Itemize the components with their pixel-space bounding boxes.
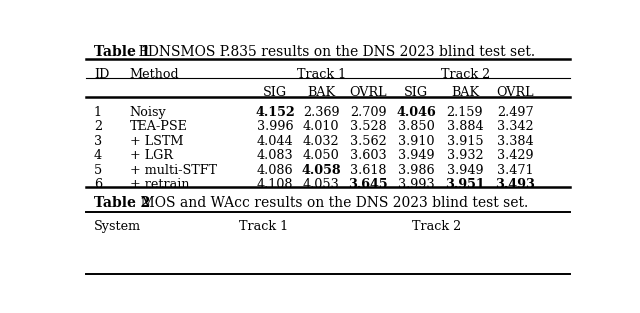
Text: System: System: [94, 220, 141, 233]
Text: Track 1: Track 1: [239, 220, 288, 233]
Text: 4.010: 4.010: [303, 120, 339, 133]
Text: 5: 5: [94, 164, 102, 177]
Text: 2: 2: [94, 120, 102, 133]
Text: BAK: BAK: [307, 86, 335, 99]
Text: Track 1: Track 1: [297, 68, 346, 81]
Text: 4.053: 4.053: [303, 178, 339, 191]
Text: . PDNSMOS P.835 results on the DNS 2023 blind test set.: . PDNSMOS P.835 results on the DNS 2023 …: [130, 45, 535, 59]
Text: 4.152: 4.152: [255, 106, 295, 119]
Text: Noisy: Noisy: [129, 106, 166, 119]
Text: 3.915: 3.915: [447, 135, 483, 148]
Text: 2.497: 2.497: [497, 106, 534, 119]
Text: BAK: BAK: [451, 86, 479, 99]
Text: 3.850: 3.850: [398, 120, 435, 133]
Text: 4.083: 4.083: [257, 149, 293, 162]
Text: Table 1: Table 1: [94, 45, 150, 59]
Text: 4.050: 4.050: [303, 149, 339, 162]
Text: 3.986: 3.986: [398, 164, 435, 177]
Text: 1: 1: [94, 106, 102, 119]
Text: SIG: SIG: [263, 86, 287, 99]
Text: OVRL: OVRL: [349, 86, 387, 99]
Text: 3.342: 3.342: [497, 120, 534, 133]
Text: 3.996: 3.996: [257, 120, 293, 133]
Text: 4: 4: [94, 149, 102, 162]
Text: 4.032: 4.032: [303, 135, 339, 148]
Text: 3.949: 3.949: [447, 164, 483, 177]
Text: 3.910: 3.910: [398, 135, 435, 148]
Text: + multi-STFT: + multi-STFT: [129, 164, 216, 177]
Text: Track 2: Track 2: [441, 68, 490, 81]
Text: 3.471: 3.471: [497, 164, 534, 177]
Text: 4.108: 4.108: [257, 178, 293, 191]
Text: 2.369: 2.369: [303, 106, 339, 119]
Text: Track 2: Track 2: [413, 220, 461, 233]
Text: 3.493: 3.493: [495, 178, 536, 191]
Text: OVRL: OVRL: [497, 86, 534, 99]
Text: 3.429: 3.429: [497, 149, 534, 162]
Text: 3.603: 3.603: [350, 149, 387, 162]
Text: 2.709: 2.709: [350, 106, 387, 119]
Text: + LGR: + LGR: [129, 149, 173, 162]
Text: Table 2: Table 2: [94, 196, 150, 210]
Text: 3.384: 3.384: [497, 135, 534, 148]
Text: . MOS and WAcc results on the DNS 2023 blind test set.: . MOS and WAcc results on the DNS 2023 b…: [132, 196, 528, 210]
Text: 2.159: 2.159: [447, 106, 483, 119]
Text: + LSTM: + LSTM: [129, 135, 183, 148]
Text: 3.932: 3.932: [447, 149, 483, 162]
Text: 3.618: 3.618: [350, 164, 387, 177]
Text: 3.884: 3.884: [447, 120, 483, 133]
Text: Method: Method: [129, 68, 179, 81]
Text: ID: ID: [94, 68, 109, 81]
Text: 3.645: 3.645: [348, 178, 388, 191]
Text: 4.046: 4.046: [396, 106, 436, 119]
Text: SIG: SIG: [404, 86, 428, 99]
Text: 6: 6: [94, 178, 102, 191]
Text: 4.044: 4.044: [257, 135, 293, 148]
Text: + retrain: + retrain: [129, 178, 189, 191]
Text: 3.562: 3.562: [350, 135, 387, 148]
Text: 3.528: 3.528: [350, 120, 387, 133]
Text: 3: 3: [94, 135, 102, 148]
Text: 3.951: 3.951: [445, 178, 484, 191]
Text: 3.949: 3.949: [398, 149, 435, 162]
Text: 3.993: 3.993: [398, 178, 435, 191]
Text: 4.086: 4.086: [257, 164, 293, 177]
Text: 4.058: 4.058: [301, 164, 341, 177]
Text: TEA-PSE: TEA-PSE: [129, 120, 188, 133]
